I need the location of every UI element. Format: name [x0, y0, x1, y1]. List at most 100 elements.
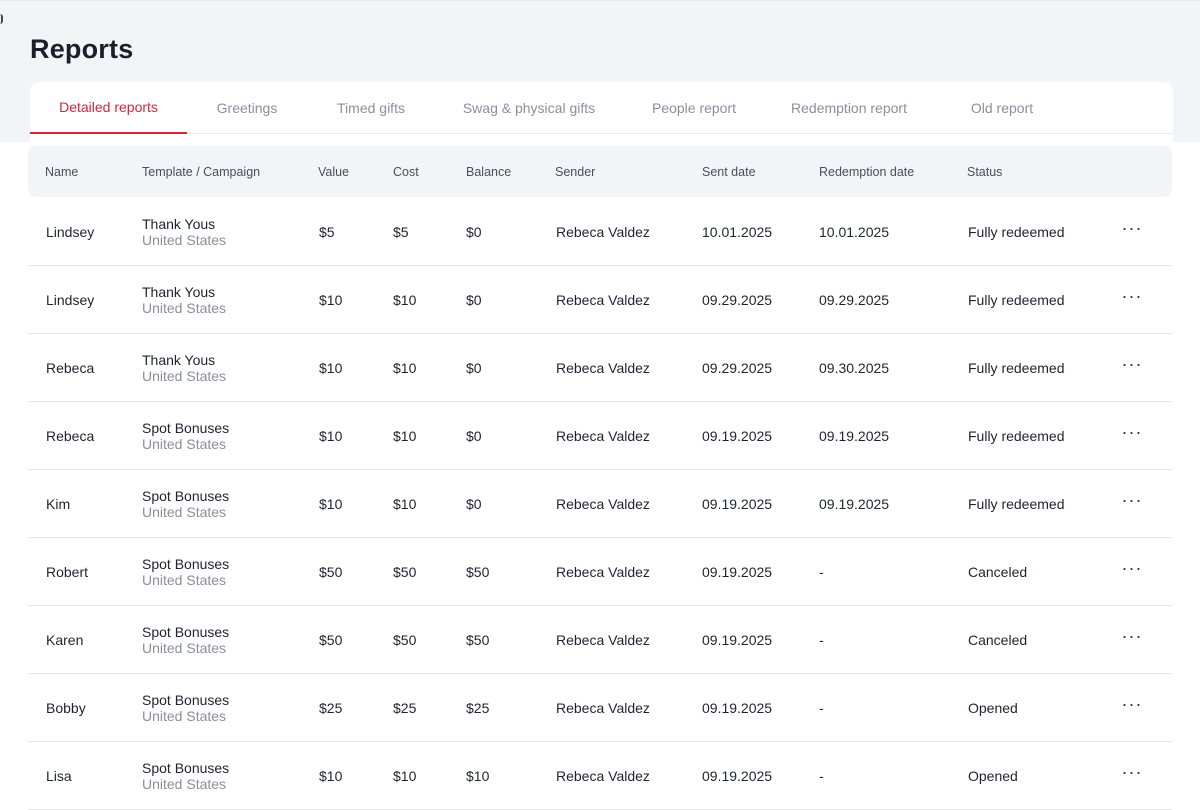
- tabs-card: Detailed reports Greetings Timed gifts S…: [30, 82, 1173, 142]
- campaign-name: Spot Bonuses: [142, 691, 230, 708]
- table-row[interactable]: Rebeca $10 $10 $0 Rebeca Valdez 09.29.2025 09.…: [28, 334, 1172, 402]
- cell-sent-date: 09.19.2025: [702, 495, 773, 512]
- table-row[interactable]: Kim $10 $10 $0 Rebeca Valdez 09.19.2025 09.19.…: [28, 470, 1172, 538]
- cell-sent-date: 10.01.2025: [702, 223, 773, 240]
- table-row[interactable]: Lindsey $10 $10 $0 Rebeca Valdez 09.29.2025 09…: [28, 266, 1172, 334]
- cell-sender: Rebeca Valdez: [556, 291, 650, 308]
- cell-name: Rebeca: [46, 427, 95, 444]
- cell-sent-date: 09.19.2025: [702, 631, 773, 648]
- tab-timed-gifts[interactable]: Timed gifts: [337, 100, 405, 116]
- cell-redemption-date: -: [819, 699, 824, 716]
- cell-status: Fully redeemed: [968, 495, 1065, 512]
- cell-sender: Rebeca Valdez: [556, 631, 650, 648]
- tab-swag-physical-gifts[interactable]: Swag & physical gifts: [462, 100, 596, 116]
- cell-balance: $10: [466, 767, 490, 784]
- more-horizontal-icon[interactable]: ···: [1121, 557, 1143, 578]
- cell-status: Opened: [968, 699, 1018, 716]
- campaign-name: Thank Yous: [142, 215, 216, 232]
- cell-redemption-date: 09.30.2025: [819, 359, 890, 376]
- cell-cost: $10: [393, 767, 417, 784]
- cell-template-campaign: Spot Bonuses United States: [142, 742, 229, 809]
- column-header-redemption-date[interactable]: Redemption date: [819, 164, 915, 179]
- more-horizontal-icon[interactable]: ···: [1121, 693, 1143, 714]
- column-header-status[interactable]: Status: [967, 164, 1003, 179]
- cell-sender: Rebeca Valdez: [556, 563, 650, 580]
- tab-redemption-report[interactable]: Redemption report: [791, 100, 907, 116]
- campaign-name: Spot Bonuses: [142, 759, 230, 776]
- cell-template-campaign: Spot Bonuses United States: [142, 470, 229, 537]
- cell-name: Kim: [46, 495, 71, 512]
- cell-balance: $50: [466, 631, 490, 648]
- cell-cost: $25: [393, 699, 417, 716]
- cell-value: $10: [319, 767, 343, 784]
- cell-sent-date: 09.19.2025: [702, 699, 773, 716]
- cell-sent-date: 09.19.2025: [702, 767, 773, 784]
- cell-cost: $50: [393, 631, 417, 648]
- cell-redemption-date: -: [819, 767, 824, 784]
- table-row[interactable]: Bobby $25 $25 $25 Rebeca Valdez 09.19.2025 - Op…: [28, 674, 1172, 742]
- campaign-region: United States: [142, 435, 227, 452]
- table-row[interactable]: Karen $50 $50 $50 Rebeca Valdez 09.19.2025 - Ca…: [28, 606, 1172, 674]
- tab-detailed-reports[interactable]: Detailed reports: [30, 82, 187, 134]
- more-horizontal-icon[interactable]: ···: [1121, 625, 1143, 646]
- more-horizontal-icon[interactable]: ···: [1121, 761, 1143, 782]
- tab-greetings[interactable]: Greetings: [216, 100, 278, 116]
- column-header-name[interactable]: Name: [45, 164, 79, 179]
- cell-template-campaign: Thank Yous United States: [142, 334, 226, 401]
- campaign-region: United States: [142, 571, 227, 588]
- cell-cost: $5: [393, 223, 409, 240]
- cell-template-campaign: Thank Yous United States: [142, 266, 226, 333]
- campaign-region: United States: [142, 299, 227, 316]
- cell-redemption-date: 09.19.2025: [819, 427, 890, 444]
- cell-value: $10: [319, 359, 343, 376]
- cell-status: Canceled: [968, 631, 1028, 648]
- more-horizontal-icon[interactable]: ···: [1121, 217, 1143, 238]
- campaign-region: United States: [142, 367, 227, 384]
- cell-name: Bobby: [46, 699, 86, 716]
- cell-sender: Rebeca Valdez: [556, 359, 650, 376]
- cell-balance: $0: [466, 359, 482, 376]
- campaign-name: Spot Bonuses: [142, 623, 230, 640]
- cell-status: Fully redeemed: [968, 427, 1065, 444]
- column-header-template-campaign[interactable]: Template / Campaign: [142, 164, 261, 179]
- campaign-region: United States: [142, 503, 227, 520]
- cell-redemption-date: -: [819, 563, 824, 580]
- cell-cost: $10: [393, 427, 417, 444]
- cell-name: Karen: [46, 631, 84, 648]
- more-horizontal-icon[interactable]: ···: [1121, 489, 1143, 510]
- cell-sent-date: 09.19.2025: [702, 563, 773, 580]
- more-horizontal-icon[interactable]: ···: [1121, 353, 1143, 374]
- table-row[interactable]: Rebeca $10 $10 $0 Rebeca Valdez 09.19.2025 09.…: [28, 402, 1172, 470]
- table-row[interactable]: Lisa $10 $10 $10 Rebeca Valdez 09.19.2025 - Ope…: [28, 742, 1172, 810]
- table-row[interactable]: Lindsey $5 $5 $0 Rebeca Valdez 10.01.2025 10.0…: [28, 198, 1172, 266]
- table-header: Name Template / Campaign Value Cost Bala…: [28, 146, 1172, 197]
- campaign-region: United States: [142, 639, 227, 656]
- column-header-sent-date[interactable]: Sent date: [702, 164, 756, 179]
- cell-cost: $10: [393, 291, 417, 308]
- column-header-sender[interactable]: Sender: [555, 164, 596, 179]
- cell-status: Fully redeemed: [968, 223, 1065, 240]
- cell-redemption-date: 09.29.2025: [819, 291, 890, 308]
- tab-people-report[interactable]: People report: [651, 100, 737, 116]
- campaign-region: United States: [142, 231, 227, 248]
- cell-cost: $10: [393, 359, 417, 376]
- cell-value: $50: [319, 563, 343, 580]
- cell-balance: $0: [466, 427, 482, 444]
- more-horizontal-icon[interactable]: ···: [1121, 285, 1143, 306]
- column-header-value[interactable]: Value: [318, 164, 350, 179]
- cell-template-campaign: Spot Bonuses United States: [142, 606, 229, 673]
- cell-value: $50: [319, 631, 343, 648]
- cell-value: $5: [319, 223, 335, 240]
- cell-name: Lindsey: [46, 223, 95, 240]
- more-horizontal-icon[interactable]: ···: [1121, 421, 1143, 442]
- column-header-cost[interactable]: Cost: [393, 164, 419, 179]
- cell-name: Robert: [46, 563, 89, 580]
- cell-redemption-date: 10.01.2025: [819, 223, 890, 240]
- column-header-balance[interactable]: Balance: [466, 164, 512, 179]
- cell-sender: Rebeca Valdez: [556, 767, 650, 784]
- tab-old-report[interactable]: Old report: [970, 100, 1034, 116]
- table-row[interactable]: Robert $50 $50 $50 Rebeca Valdez 09.19.2025 - C…: [28, 538, 1172, 606]
- window-edge-mark: [0, 14, 3, 24]
- cell-sender: Rebeca Valdez: [556, 495, 650, 512]
- cell-balance: $0: [466, 291, 482, 308]
